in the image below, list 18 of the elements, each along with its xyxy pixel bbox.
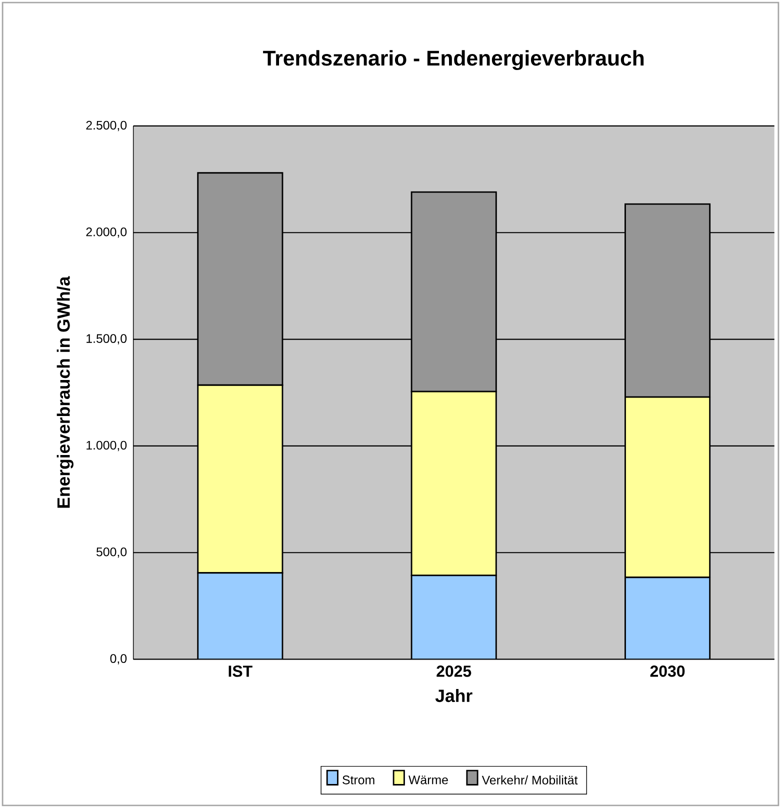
legend-label: Verkehr/ Mobilität	[482, 775, 578, 784]
chart-title: Trendszenario - Endenergieverbrauch	[263, 50, 644, 70]
legend-label: Wärme	[408, 776, 448, 784]
x-axis-title: Jahr	[435, 689, 472, 702]
x-tick-label: 2025	[436, 666, 472, 677]
y-tick-label: 0,0	[110, 654, 127, 664]
x-tick-label: 2030	[650, 666, 685, 677]
bar	[410, 574, 497, 660]
legend-label: Strom	[342, 776, 374, 784]
y-axis-title: Energieverbrauch in GWh/a	[56, 276, 74, 508]
bar	[197, 572, 284, 660]
y-tick-label: 2.000,0	[86, 228, 127, 238]
bar	[624, 576, 711, 660]
y-tick-label: 1.000,0	[86, 440, 127, 452]
y-tick-label: 2.500,0	[86, 120, 127, 132]
x-tick-label: IST	[228, 666, 252, 677]
y-tick-label: 1.500,0	[86, 334, 127, 344]
y-tick-label: 500,0	[96, 548, 127, 558]
